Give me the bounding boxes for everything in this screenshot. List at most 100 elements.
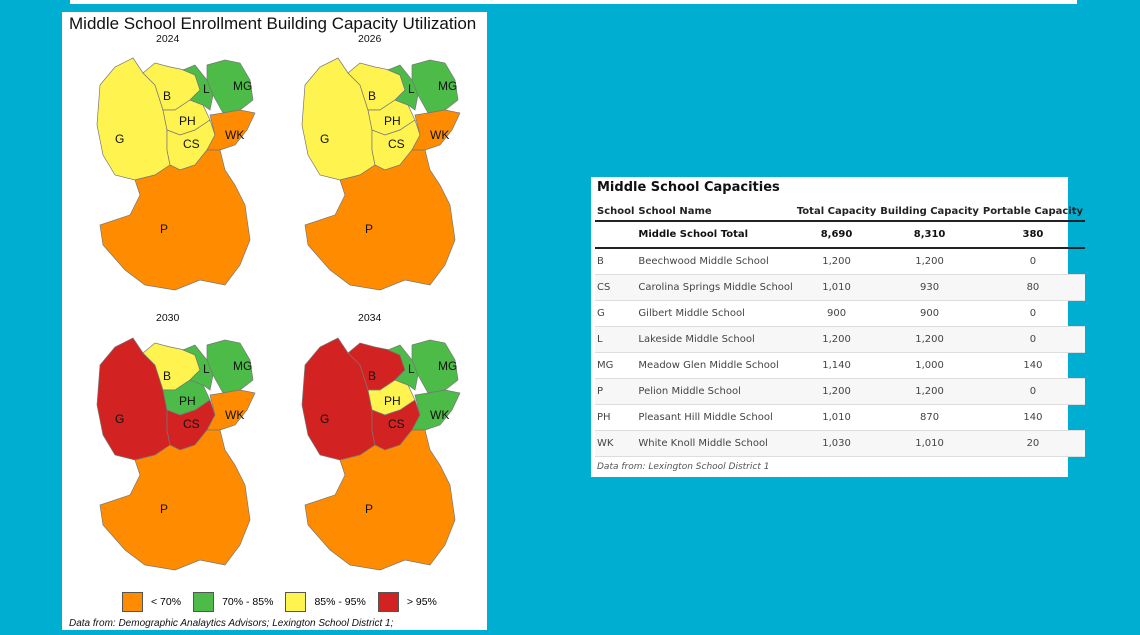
cell-building: 900 (878, 300, 981, 327)
zone-label-cs: CS (388, 417, 405, 431)
cell-building: 8,310 (878, 221, 981, 249)
zone-label-mg: MG (233, 79, 252, 93)
zone-p (99, 429, 251, 571)
cell-portable: 80 (980, 274, 1086, 301)
cell-building: 930 (878, 274, 981, 301)
zone-p (304, 149, 456, 291)
zone-label-p: P (365, 502, 373, 516)
zone-wk (206, 109, 256, 151)
zone-label-wk: WK (225, 408, 244, 422)
cell-portable: 0 (980, 378, 1086, 405)
zone-label-ph: PH (179, 394, 196, 408)
col-header-total: Total Capacity (794, 203, 879, 222)
cell-school: WK (595, 430, 637, 457)
map-2030: G B PH CS L MG WK P (96, 337, 256, 571)
zone-label-mg: MG (233, 359, 252, 373)
zone-label-l: L (408, 362, 415, 376)
map-2026: G B PH CS L MG WK P (301, 57, 461, 291)
zone-label-g: G (115, 132, 124, 146)
col-header-name: School Name (636, 203, 795, 222)
zone-l (387, 344, 419, 391)
cell-total: 1,200 (794, 248, 879, 275)
zone-label-l: L (203, 362, 210, 376)
zone-wk (411, 109, 461, 151)
map-panel: G B PH CS L MG WK P G B PH CS L MG WK P G B PH CS L MG WK P G B PH… (62, 12, 487, 630)
cell-building: 1,000 (878, 352, 981, 379)
zone-label-b: B (368, 369, 376, 383)
cell-building: 1,200 (878, 248, 981, 275)
table-row: G Gilbert Middle School 900 900 0 (595, 300, 1086, 327)
zone-label-wk: WK (430, 128, 449, 142)
zone-p (304, 429, 456, 571)
cell-total: 900 (794, 300, 879, 327)
cell-total: 1,200 (794, 326, 879, 353)
map-title: Middle School Enrollment Building Capaci… (69, 14, 477, 33)
capacity-table: School School Name Total Capacity Buildi… (595, 203, 1086, 457)
zone-l (387, 64, 419, 111)
zone-label-p: P (365, 222, 373, 236)
cell-name: Meadow Glen Middle School (636, 352, 795, 379)
zone-label-cs: CS (183, 417, 200, 431)
cell-total: 1,140 (794, 352, 879, 379)
table-row: P Pelion Middle School 1,200 1,200 0 (595, 378, 1086, 405)
legend-swatch-gt95 (377, 592, 399, 612)
zone-label-ph: PH (384, 394, 401, 408)
zone-p (99, 149, 251, 291)
cell-name: Pleasant Hill Middle School (636, 404, 795, 431)
table-source: Data from: Lexington School District 1 (597, 462, 770, 472)
zone-label-wk: WK (225, 128, 244, 142)
cell-name: Pelion Middle School (636, 378, 795, 405)
legend-label: < 70% (151, 596, 182, 608)
zone-label-b: B (368, 89, 376, 103)
zone-label-p: P (160, 502, 168, 516)
zone-l (182, 64, 214, 111)
zone-label-b: B (163, 369, 171, 383)
cell-total: 1,010 (794, 404, 879, 431)
map-2024: G B PH CS L MG WK P (96, 57, 256, 291)
cell-portable: 140 (980, 352, 1086, 379)
capacity-table-panel: Middle School Capacities School School N… (591, 177, 1086, 477)
top-bar (70, 0, 1077, 4)
table-row: L Lakeside Middle School 1,200 1,200 0 (595, 326, 1086, 353)
cell-name: Beechwood Middle School (636, 248, 795, 275)
legend-swatch-70-85 (193, 592, 215, 612)
zone-label-l: L (408, 82, 415, 96)
table-row: CS Carolina Springs Middle School 1,010 930… (595, 274, 1086, 301)
cell-portable: 0 (980, 326, 1086, 353)
zone-label-mg: MG (438, 79, 457, 93)
cell-school: MG (595, 352, 637, 379)
cell-school: P (595, 378, 637, 405)
zone-label-g: G (320, 132, 329, 146)
cell-school: G (595, 300, 637, 327)
year-label-2026: 2026 (358, 33, 382, 45)
cell-name: White Knoll Middle School (636, 430, 795, 457)
col-header-portable: Portable Capacity (980, 203, 1086, 222)
legend-label: > 95% (406, 596, 437, 608)
cell-school: B (595, 248, 637, 275)
map-2034: G B PH CS L MG WK P (301, 337, 461, 571)
cell-total: 1,030 (794, 430, 879, 457)
legend-swatch-85-95 (285, 592, 307, 612)
cell-name: Gilbert Middle School (636, 300, 795, 327)
map-source: Data from: Demographic Analaytics Adviso… (69, 618, 394, 629)
cell-total: 1,200 (794, 378, 879, 405)
total-row: Middle School Total 8,690 8,310 380 (595, 221, 1086, 249)
zone-label-ph: PH (384, 114, 401, 128)
zone-mg (206, 59, 254, 114)
zone-label-l: L (203, 82, 210, 96)
zone-mg (411, 339, 459, 394)
col-header-school: School (595, 203, 637, 222)
zone-label-cs: CS (183, 137, 200, 151)
zone-label-cs: CS (388, 137, 405, 151)
zone-l (182, 344, 214, 391)
cell-total: 8,690 (794, 221, 879, 249)
zone-mg (411, 59, 459, 114)
year-label-2034: 2034 (358, 312, 382, 324)
zone-label-mg: MG (438, 359, 457, 373)
table-row: B Beechwood Middle School 1,200 1,200 0 (595, 248, 1086, 275)
cell-building: 1,200 (878, 378, 981, 405)
cell-name: Carolina Springs Middle School (636, 274, 795, 301)
legend-label: 70% - 85% (222, 596, 274, 608)
cell-building: 1,010 (878, 430, 981, 457)
cell-portable: 0 (980, 300, 1086, 327)
